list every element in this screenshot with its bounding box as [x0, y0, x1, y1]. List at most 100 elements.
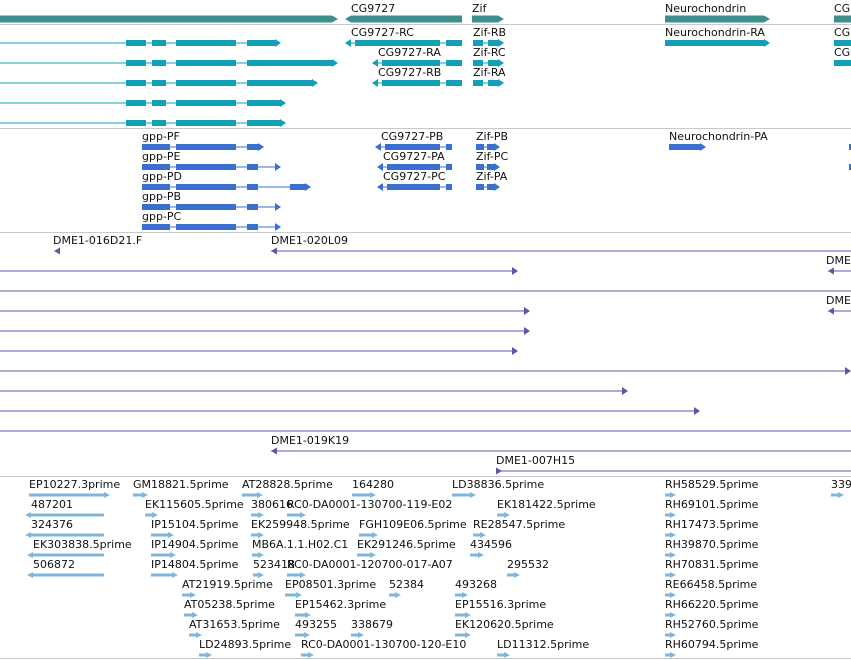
polypeptide-label[interactable]: gpp-PC [142, 210, 182, 223]
polypeptide-exon[interactable] [142, 204, 170, 210]
gene-span[interactable] [351, 15, 462, 23]
transcript-label[interactable]: Zif-RA [473, 66, 506, 79]
transcript-exon[interactable] [247, 40, 275, 46]
bac-label[interactable]: DME [826, 294, 851, 307]
polypeptide-exon[interactable] [476, 184, 484, 190]
est-label[interactable]: LD38836.5prime [452, 478, 545, 491]
transcript-exon[interactable] [382, 60, 440, 66]
est-bar[interactable] [151, 553, 170, 557]
transcript-arrow[interactable] [280, 99, 286, 107]
est-bar[interactable] [31, 533, 104, 537]
est-label[interactable]: 324376 [31, 518, 73, 531]
polypeptide-label[interactable]: Zif-PC [476, 150, 509, 163]
gene-label[interactable]: Neurochondrin [665, 2, 747, 15]
est-arrow[interactable] [470, 492, 476, 498]
polypeptide-exon[interactable] [487, 184, 494, 190]
polypeptide-exon[interactable] [142, 164, 170, 170]
transcript-arrow[interactable] [372, 59, 378, 67]
polypeptide-arrow[interactable] [258, 143, 264, 151]
est-label[interactable]: RC0-DA0001-130700-120-E10 [301, 638, 467, 651]
est-bar[interactable] [389, 593, 395, 597]
bac-arrow[interactable] [512, 267, 518, 275]
transcript-exon[interactable] [176, 40, 236, 46]
est-bar[interactable] [665, 593, 670, 597]
polypeptide-arrow[interactable] [275, 223, 281, 231]
est-label[interactable]: EK291246.5prime [357, 538, 456, 551]
gene-arrow[interactable] [764, 15, 770, 23]
polypeptide-exon[interactable] [669, 144, 700, 150]
est-bar[interactable] [251, 533, 258, 537]
polypeptide-arrow[interactable] [275, 163, 281, 171]
est-bar[interactable] [295, 633, 304, 637]
transcript-arrow[interactable] [345, 39, 351, 47]
est-bar[interactable] [251, 513, 258, 517]
transcript-exon[interactable] [176, 80, 236, 86]
est-bar[interactable] [295, 613, 305, 617]
polypeptide-label[interactable]: gpp-PE [142, 150, 181, 163]
est-bar[interactable] [351, 633, 358, 637]
transcript-exon[interactable] [488, 40, 498, 46]
est-bar[interactable] [665, 633, 670, 637]
est-arrow[interactable] [370, 552, 376, 558]
est-arrow[interactable] [206, 652, 212, 658]
est-arrow[interactable] [25, 532, 31, 538]
est-bar[interactable] [452, 493, 470, 497]
est-arrow[interactable] [465, 612, 471, 618]
polypeptide-exon[interactable] [247, 164, 258, 170]
transcript-exon[interactable] [473, 80, 483, 86]
est-bar[interactable] [151, 573, 172, 577]
bac-arrow[interactable] [845, 367, 851, 375]
est-arrow[interactable] [465, 632, 471, 638]
est-label[interactable]: AT28828.5prime [242, 478, 333, 491]
est-label[interactable]: FGH109E06.5prime [359, 518, 467, 531]
est-label[interactable]: AT31653.5prime [189, 618, 280, 631]
est-bar[interactable] [497, 653, 504, 657]
polypeptide-exon[interactable] [142, 184, 170, 190]
est-bar[interactable] [665, 613, 670, 617]
gene-span[interactable] [472, 15, 498, 23]
est-label[interactable]: LD11312.5prime [497, 638, 590, 651]
transcript-exon[interactable] [247, 100, 280, 106]
est-bar[interactable] [287, 513, 300, 517]
polypeptide-exon[interactable] [176, 144, 236, 150]
transcript-exon[interactable] [126, 80, 146, 86]
polypeptide-exon[interactable] [247, 204, 258, 210]
est-arrow[interactable] [462, 592, 468, 598]
transcript-exon[interactable] [665, 40, 764, 46]
transcript-exon[interactable] [382, 80, 440, 86]
est-bar[interactable] [665, 653, 670, 657]
gene-label[interactable]: CG [834, 2, 851, 15]
transcript-label[interactable]: CG9727-RB [378, 66, 442, 79]
est-bar[interactable] [287, 573, 300, 577]
est-bar[interactable] [352, 493, 370, 497]
gene-span[interactable] [834, 15, 851, 23]
est-label[interactable]: RC0-DA0001-130700-119-E02 [287, 498, 453, 511]
est-label[interactable]: EK120620.5prime [455, 618, 554, 631]
transcript-arrow[interactable] [372, 79, 378, 87]
est-arrow[interactable] [670, 512, 676, 518]
transcript-label[interactable]: Zif-RB [473, 26, 507, 39]
est-label[interactable]: 295532 [507, 558, 549, 571]
transcript-exon[interactable] [126, 60, 146, 66]
est-arrow[interactable] [170, 552, 176, 558]
polypeptide-arrow[interactable] [377, 163, 383, 171]
est-bar[interactable] [253, 573, 258, 577]
est-label[interactable]: RH69101.5prime [665, 498, 759, 511]
polypeptide-exon[interactable] [446, 184, 452, 190]
est-label[interactable]: 523418 [253, 558, 295, 571]
est-arrow[interactable] [258, 572, 264, 578]
est-arrow[interactable] [504, 652, 510, 658]
transcript-label[interactable]: CG9727-RC [351, 26, 414, 39]
polypeptide-exon[interactable] [387, 184, 440, 190]
polypeptide-label[interactable]: Zif-PB [476, 130, 509, 143]
bac-label[interactable]: DME1-020L09 [271, 234, 348, 247]
est-bar[interactable] [357, 553, 370, 557]
est-bar[interactable] [665, 533, 670, 537]
est-label[interactable]: EK181422.5prime [497, 498, 596, 511]
est-arrow[interactable] [25, 512, 31, 518]
est-bar[interactable] [29, 493, 104, 497]
transcript-label[interactable]: Zif-RC [473, 46, 506, 59]
est-arrow[interactable] [257, 492, 263, 498]
est-arrow[interactable] [168, 532, 174, 538]
est-label[interactable]: 339 [831, 478, 851, 491]
